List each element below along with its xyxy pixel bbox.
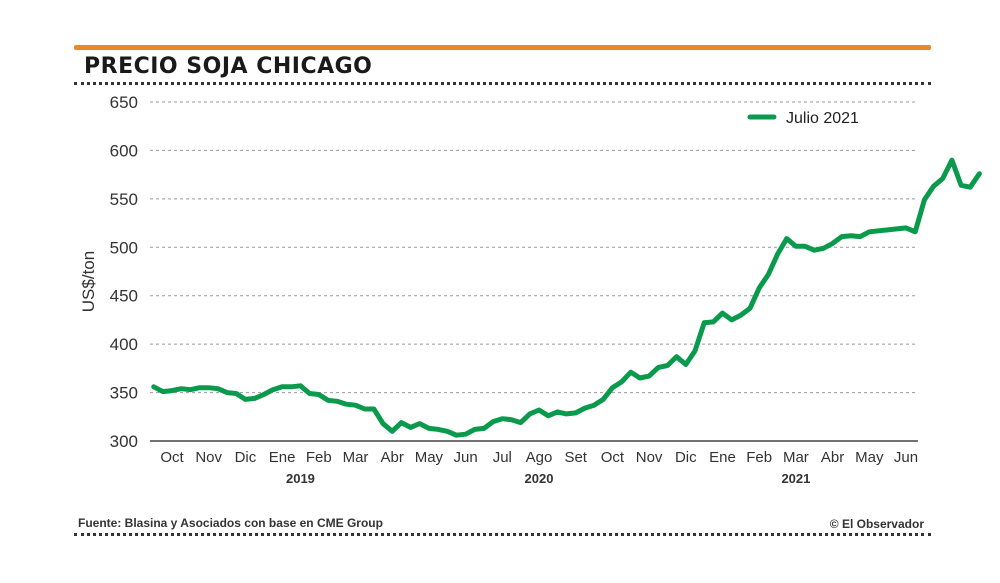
x-tick-label: Jul: [493, 449, 512, 466]
y-tick-label: 400: [110, 335, 138, 354]
x-tick-label: Abr: [821, 449, 844, 466]
x-tick-label: Mar: [343, 449, 369, 466]
x-tick-label: Abr: [381, 449, 404, 466]
chart-title: PRECIO SOJA CHICAGO: [84, 54, 373, 79]
x-tick-label: Jun: [454, 449, 478, 466]
x-tick-label: Feb: [746, 449, 772, 466]
x-tick-label: Nov: [636, 449, 663, 466]
series-line: [151, 157, 982, 438]
y-tick-label: 650: [110, 93, 138, 112]
x-tick-label: Oct: [160, 449, 184, 466]
x-axis-ticks: Oct Nov Dic Ene Feb Mar Abr May Jun Jul Ago Set Oct N…: [160, 449, 918, 466]
year-label: 2021: [781, 471, 810, 486]
copyright-credit: © El Observador: [829, 517, 924, 531]
y-axis-label: US$/ton: [79, 251, 98, 312]
y-axis-ticks: 300 350 400 450 500 550 600 650: [110, 93, 138, 451]
x-tick-label: Ago: [526, 449, 553, 466]
legend-label: Julio 2021: [786, 110, 859, 127]
y-tick-label: 500: [110, 238, 138, 257]
y-tick-label: 350: [110, 384, 138, 403]
y-tick-label: 450: [110, 287, 138, 306]
legend: Julio 2021: [747, 110, 859, 127]
x-tick-label: May: [855, 449, 884, 466]
x-tick-label: Dic: [675, 449, 697, 466]
y-tick-label: 550: [110, 190, 138, 209]
x-tick-label: May: [415, 449, 444, 466]
x-tick-label: Jun: [894, 449, 918, 466]
y-tick-label: 300: [110, 432, 138, 451]
series-group: [151, 157, 982, 438]
year-label: 2020: [525, 471, 554, 486]
x-tick-label: Ene: [709, 449, 736, 466]
grid-lines: [150, 101, 918, 442]
x-tick-label: Set: [564, 449, 587, 466]
year-label: 2019: [286, 471, 315, 486]
title-divider: [74, 82, 931, 85]
source-note: Fuente: Blasina y Asociados con base en …: [78, 516, 383, 530]
x-tick-label: Dic: [235, 449, 257, 466]
x-tick-label: Oct: [601, 449, 625, 466]
x-tick-label: Ene: [269, 449, 296, 466]
top-accent-rule: [74, 45, 931, 50]
footer-divider: [74, 533, 931, 536]
x-tick-label: Feb: [306, 449, 332, 466]
year-labels: 2019 2020 2021: [286, 471, 810, 486]
x-tick-label: Nov: [195, 449, 222, 466]
y-tick-label: 600: [110, 141, 138, 160]
x-tick-label: Mar: [783, 449, 809, 466]
